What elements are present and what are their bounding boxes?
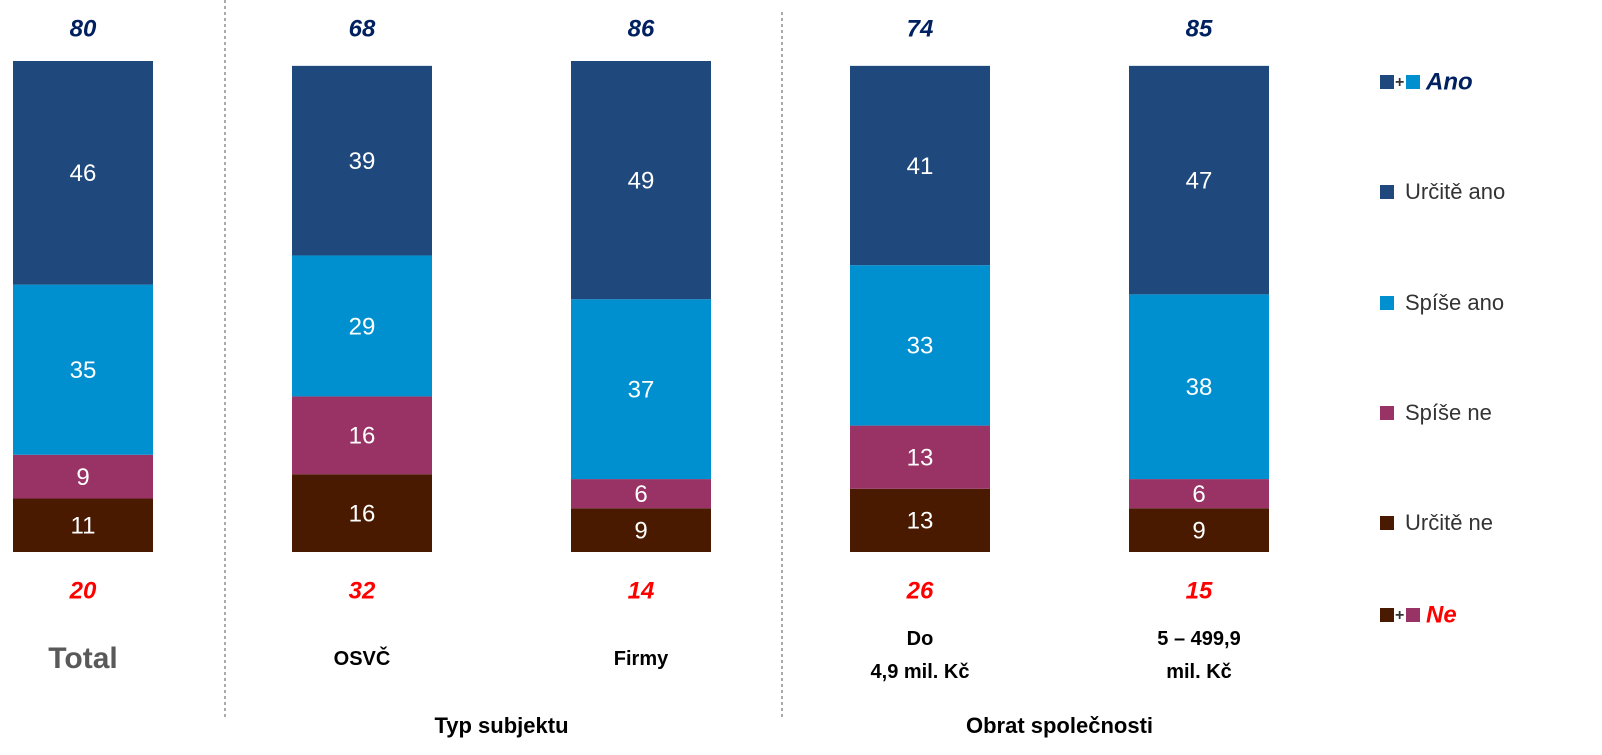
bar-segment bbox=[13, 498, 153, 552]
legend-label: Spíše ne bbox=[1405, 400, 1492, 425]
bar-segment bbox=[1129, 294, 1269, 480]
data-label: 33 bbox=[907, 333, 934, 360]
data-label: 9 bbox=[1192, 517, 1205, 544]
legend-swatch bbox=[1406, 75, 1420, 89]
ne-total: 14 bbox=[628, 577, 655, 604]
legend-swatch bbox=[1406, 608, 1420, 622]
data-label: 41 bbox=[907, 153, 934, 180]
group-label: Obrat společnosti bbox=[966, 713, 1153, 738]
data-label: 16 bbox=[349, 500, 376, 527]
data-label: 38 bbox=[1186, 374, 1213, 401]
data-label: 39 bbox=[349, 148, 376, 175]
legend-swatch bbox=[1380, 75, 1394, 89]
data-label: 11 bbox=[71, 513, 96, 540]
bar-segment bbox=[571, 61, 711, 300]
legend-label: Určitě ne bbox=[1405, 510, 1493, 535]
ano-total: 86 bbox=[628, 15, 655, 42]
bar-segment bbox=[850, 488, 990, 552]
ano-total: 68 bbox=[349, 15, 376, 42]
legend-label: Ne bbox=[1426, 601, 1457, 628]
bar-segment bbox=[292, 396, 432, 475]
data-label: 49 bbox=[628, 167, 655, 194]
category-label: Total bbox=[48, 642, 117, 675]
legend-label: Určitě ano bbox=[1405, 179, 1505, 204]
legend-swatch bbox=[1380, 608, 1394, 622]
data-label: 46 bbox=[70, 160, 97, 187]
legend-label: Ano bbox=[1425, 68, 1473, 95]
data-label: 9 bbox=[76, 464, 89, 491]
category-label: 5 – 499,9 mil. Kč bbox=[1157, 628, 1240, 683]
data-label: 47 bbox=[1186, 167, 1213, 194]
bar-segment bbox=[1129, 65, 1269, 295]
bar-segment bbox=[571, 299, 711, 480]
ne-total: 32 bbox=[349, 577, 376, 604]
bar-segment bbox=[850, 265, 990, 426]
legend-combo-sign: + bbox=[1395, 74, 1404, 91]
bar-segment bbox=[13, 284, 153, 455]
group-label: Typ subjektu bbox=[434, 713, 568, 738]
bar-segment bbox=[1129, 479, 1269, 509]
legend-swatch bbox=[1380, 185, 1394, 199]
ano-total: 80 bbox=[70, 15, 97, 42]
bar-segment bbox=[571, 508, 711, 552]
data-label: 13 bbox=[907, 445, 934, 472]
bar-segment bbox=[571, 479, 711, 509]
data-label: 29 bbox=[349, 313, 376, 340]
ne-total: 26 bbox=[906, 577, 934, 604]
data-label: 37 bbox=[628, 376, 655, 403]
legend-swatch bbox=[1380, 516, 1394, 530]
data-label: 35 bbox=[70, 357, 97, 384]
category-label: Do 4,9 mil. Kč bbox=[871, 628, 970, 683]
data-label: 6 bbox=[1192, 481, 1205, 508]
data-label: 13 bbox=[907, 508, 934, 535]
legend-swatch bbox=[1380, 406, 1394, 420]
bar-segment bbox=[850, 65, 990, 266]
data-label: 16 bbox=[349, 423, 376, 450]
ano-total: 85 bbox=[1186, 15, 1213, 42]
data-label: 6 bbox=[634, 481, 647, 508]
ne-total: 15 bbox=[1186, 577, 1213, 604]
bar-segment bbox=[292, 474, 432, 552]
category-label: OSVČ bbox=[334, 646, 391, 670]
bar-segment bbox=[292, 65, 432, 256]
data-label: 9 bbox=[634, 517, 647, 544]
legend-combo-sign: + bbox=[1395, 607, 1404, 624]
bar-segment bbox=[13, 61, 153, 285]
bar-segment bbox=[292, 255, 432, 397]
bar-segment bbox=[1129, 508, 1269, 552]
category-label: Firmy bbox=[614, 648, 669, 670]
bar-segment bbox=[850, 425, 990, 489]
ne-total: 20 bbox=[69, 577, 97, 604]
legend-swatch bbox=[1380, 296, 1394, 310]
legend-label: Spíše ano bbox=[1405, 290, 1504, 315]
bar-segment bbox=[13, 454, 153, 499]
ano-total: 74 bbox=[907, 15, 934, 42]
